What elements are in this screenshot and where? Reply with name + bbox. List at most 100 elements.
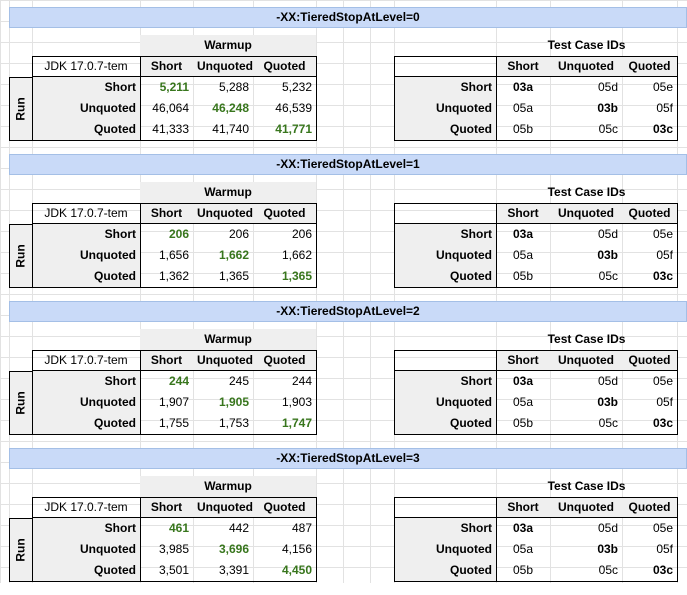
test-case-ids-header[interactable]: Test Case IDs	[547, 479, 626, 493]
value-cell[interactable]: 1,365	[281, 269, 312, 283]
value-cell[interactable]: 1,662	[281, 248, 312, 262]
id-row-header-unquoted[interactable]: Unquoted	[394, 539, 496, 560]
id-cell[interactable]: 03c	[652, 269, 673, 283]
value-cell[interactable]: 1,755	[158, 416, 189, 430]
id-row-header-short[interactable]: Short	[394, 371, 496, 392]
value-cell[interactable]: 4,156	[281, 542, 312, 556]
warmup-header[interactable]: Warmup	[140, 329, 316, 350]
col-header-quoted[interactable]: Quoted	[253, 203, 316, 224]
id-row-header-short[interactable]: Short	[394, 518, 496, 539]
run-label[interactable]: Run	[9, 518, 32, 581]
value-cell[interactable]: 3,696	[218, 542, 249, 556]
jdk-label[interactable]: JDK 17.0.7-tem	[44, 500, 128, 514]
id-cell[interactable]: 05c	[598, 563, 618, 577]
id-col-header-short[interactable]: Short	[496, 56, 550, 77]
warmup-header[interactable]: Warmup	[140, 476, 316, 497]
value-cell[interactable]: 1,903	[281, 395, 312, 409]
value-cell[interactable]: 244	[291, 374, 312, 388]
id-col-header-short[interactable]: Short	[496, 350, 550, 371]
value-cell[interactable]: 46,064	[152, 101, 189, 115]
id-cell[interactable]: 03b	[597, 542, 618, 556]
value-cell[interactable]: 206	[291, 227, 312, 241]
jdk-label[interactable]: JDK 17.0.7-tem	[44, 353, 128, 367]
id-row-header-unquoted[interactable]: Unquoted	[394, 98, 496, 119]
value-cell[interactable]: 46,248	[212, 101, 249, 115]
value-cell[interactable]: 1,365	[218, 269, 249, 283]
id-row-header-unquoted[interactable]: Unquoted	[394, 392, 496, 413]
value-cell[interactable]: 244	[168, 374, 189, 388]
value-cell[interactable]: 46,539	[275, 101, 312, 115]
row-header-quoted[interactable]: Quoted	[32, 266, 140, 287]
id-row-header-quoted[interactable]: Quoted	[394, 560, 496, 581]
id-cell[interactable]: 03c	[652, 416, 673, 430]
col-header-unquoted[interactable]: Unquoted	[193, 56, 253, 77]
id-cell[interactable]: 05d	[597, 521, 618, 535]
value-cell[interactable]: 5,288	[218, 80, 249, 94]
id-col-header-quoted[interactable]: Quoted	[622, 203, 677, 224]
id-cell[interactable]: 03a	[512, 374, 534, 388]
value-cell[interactable]: 206	[228, 227, 249, 241]
value-cell[interactable]: 3,391	[218, 563, 249, 577]
value-cell[interactable]: 461	[168, 521, 189, 535]
id-cell[interactable]: 05a	[512, 395, 534, 409]
value-cell[interactable]: 5,211	[159, 80, 189, 94]
id-cell[interactable]: 03b	[597, 101, 618, 115]
id-cell[interactable]: 05d	[597, 374, 618, 388]
id-col-header-short[interactable]: Short	[496, 203, 550, 224]
id-col-header-quoted[interactable]: Quoted	[622, 56, 677, 77]
spreadsheet-grid[interactable]: -XX:TieredStopAtLevel=0 Warmup Test Case…	[0, 0, 687, 583]
value-cell[interactable]: 245	[228, 374, 249, 388]
id-row-header-short[interactable]: Short	[394, 224, 496, 245]
warmup-header[interactable]: Warmup	[140, 35, 316, 56]
jdk-label[interactable]: JDK 17.0.7-tem	[44, 59, 128, 73]
col-header-quoted[interactable]: Quoted	[253, 350, 316, 371]
test-case-ids-header[interactable]: Test Case IDs	[547, 332, 626, 346]
row-header-unquoted[interactable]: Unquoted	[32, 539, 140, 560]
run-label[interactable]: Run	[9, 371, 32, 434]
row-header-short[interactable]: Short	[32, 518, 140, 539]
id-col-header-short[interactable]: Short	[496, 497, 550, 518]
section-title[interactable]: -XX:TieredStopAtLevel=1	[9, 154, 687, 175]
id-cell[interactable]: 05d	[597, 80, 618, 94]
row-header-short[interactable]: Short	[32, 77, 140, 98]
value-cell[interactable]: 1,747	[281, 416, 312, 430]
col-header-unquoted[interactable]: Unquoted	[193, 350, 253, 371]
id-row-header-quoted[interactable]: Quoted	[394, 266, 496, 287]
value-cell[interactable]: 1,753	[218, 416, 249, 430]
id-row-header-short[interactable]: Short	[394, 77, 496, 98]
id-col-header-unquoted[interactable]: Unquoted	[550, 497, 622, 518]
row-header-quoted[interactable]: Quoted	[32, 560, 140, 581]
row-header-unquoted[interactable]: Unquoted	[32, 392, 140, 413]
col-header-quoted[interactable]: Quoted	[253, 56, 316, 77]
id-cell[interactable]: 03a	[512, 227, 534, 241]
id-cell[interactable]: 05e	[652, 521, 673, 535]
id-col-header-quoted[interactable]: Quoted	[622, 497, 677, 518]
value-cell[interactable]: 5,232	[281, 80, 312, 94]
id-cell[interactable]: 05f	[656, 395, 673, 409]
row-header-short[interactable]: Short	[32, 371, 140, 392]
col-header-short[interactable]: Short	[140, 203, 193, 224]
id-cell[interactable]: 05b	[512, 563, 534, 577]
id-cell[interactable]: 05e	[652, 374, 673, 388]
id-cell[interactable]: 05c	[598, 416, 618, 430]
section-title[interactable]: -XX:TieredStopAtLevel=3	[9, 448, 687, 469]
id-col-header-unquoted[interactable]: Unquoted	[550, 56, 622, 77]
value-cell[interactable]: 41,740	[212, 122, 249, 136]
id-col-header-unquoted[interactable]: Unquoted	[550, 203, 622, 224]
col-header-short[interactable]: Short	[140, 350, 193, 371]
test-case-ids-header[interactable]: Test Case IDs	[547, 38, 626, 52]
warmup-header[interactable]: Warmup	[140, 182, 316, 203]
row-header-quoted[interactable]: Quoted	[32, 119, 140, 140]
value-cell[interactable]: 1,362	[158, 269, 189, 283]
id-cell[interactable]: 03a	[512, 80, 534, 94]
value-cell[interactable]: 41,333	[152, 122, 189, 136]
id-cell[interactable]: 05b	[512, 269, 534, 283]
id-cell[interactable]: 05b	[512, 416, 534, 430]
value-cell[interactable]: 4,450	[281, 563, 312, 577]
id-cell[interactable]: 05c	[598, 269, 618, 283]
run-label[interactable]: Run	[9, 224, 32, 287]
row-header-unquoted[interactable]: Unquoted	[32, 98, 140, 119]
id-cell[interactable]: 03a	[512, 521, 534, 535]
id-cell[interactable]: 03b	[597, 248, 618, 262]
id-row-header-unquoted[interactable]: Unquoted	[394, 245, 496, 266]
